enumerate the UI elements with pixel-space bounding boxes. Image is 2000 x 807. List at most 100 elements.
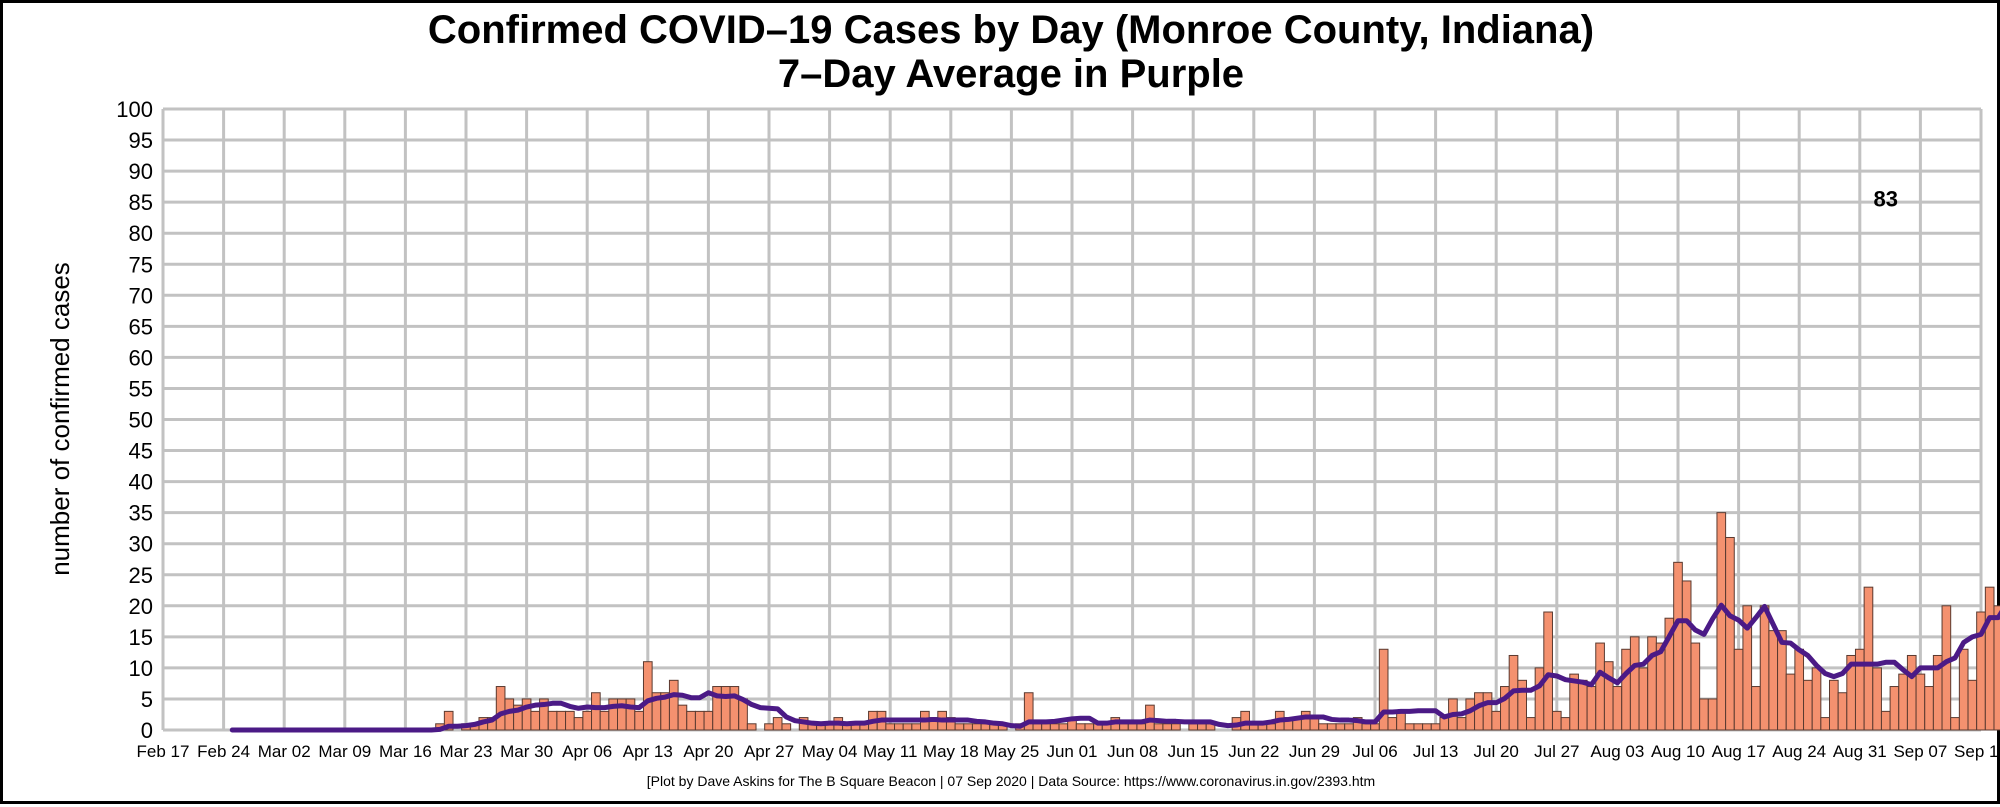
daily-cases-bar xyxy=(1863,586,1874,731)
y-tick-label: 50 xyxy=(129,408,153,433)
daily-cases-bar xyxy=(686,710,696,731)
x-tick-label: Mar 09 xyxy=(318,742,371,761)
daily-cases-bar xyxy=(1119,723,1129,731)
daily-cases-bar xyxy=(1638,667,1649,731)
daily-cases-bar xyxy=(625,698,636,731)
x-tick-label: Aug 31 xyxy=(1833,742,1887,761)
daily-cases-bar xyxy=(772,717,783,731)
daily-cases-bar xyxy=(1725,536,1735,731)
daily-cases-bar xyxy=(1647,636,1657,731)
daily-cases-bar xyxy=(1803,679,1813,731)
daily-cases-bar xyxy=(1751,686,1761,731)
y-tick-label: 65 xyxy=(129,314,153,339)
daily-cases-bar xyxy=(1759,605,1770,731)
y-axis-label: number of confirmed cases xyxy=(45,262,75,576)
daily-cases-bar xyxy=(729,686,740,731)
daily-cases-bar xyxy=(1413,723,1424,731)
daily-cases-bar xyxy=(1344,723,1354,731)
daily-cases-bar xyxy=(1335,723,1346,731)
daily-cases-bar xyxy=(1915,673,1926,731)
bar-series xyxy=(435,512,2000,731)
daily-cases-bar xyxy=(1456,717,1467,731)
daily-cases-bar xyxy=(1517,679,1528,731)
source-caption: [Plot by Dave Askins for The B Square Be… xyxy=(647,773,1375,789)
daily-cases-bar xyxy=(1491,710,1502,731)
daily-cases-bar xyxy=(1777,630,1787,731)
daily-cases-bar xyxy=(521,698,532,731)
daily-cases-bar xyxy=(599,710,610,731)
daily-cases-bar xyxy=(1404,723,1415,731)
x-tick-label: Feb 24 xyxy=(197,742,250,761)
daily-cases-bar xyxy=(668,679,679,731)
daily-cases-bar xyxy=(781,723,792,731)
daily-cases-bar xyxy=(1171,723,1181,731)
daily-cases-bar xyxy=(1837,692,1848,731)
y-tick-label: 40 xyxy=(129,470,153,495)
daily-cases-bar xyxy=(1032,723,1043,731)
daily-cases-bar xyxy=(1595,642,1605,731)
x-tick-label: Jun 29 xyxy=(1289,742,1340,761)
chart-svg: Confirmed COVID–19 Cases by Day (Monroe … xyxy=(45,8,2000,789)
daily-cases-bar xyxy=(1041,723,1051,731)
daily-cases-bar xyxy=(1785,673,1796,731)
daily-cases-bar xyxy=(1924,686,1934,731)
chart-subtitle: 7–Day Average in Purple xyxy=(778,52,1244,96)
y-axis-ticks: 0 5 10 15 20 25 30 35 40 45 50 55 60 65 70 75 80 85 90 95 10… xyxy=(116,97,153,743)
daily-cases-bar xyxy=(1136,723,1147,731)
daily-cases-bar xyxy=(1794,648,1805,731)
daily-cases-bar xyxy=(1318,723,1328,731)
daily-cases-bar xyxy=(1482,692,1493,731)
daily-cases-bar xyxy=(703,710,714,731)
x-tick-label: Mar 02 xyxy=(258,742,311,761)
daily-cases-bar xyxy=(573,717,584,731)
x-tick-label: Sep 07 xyxy=(1893,742,1947,761)
daily-cases-bar xyxy=(634,710,644,731)
x-tick-label: May 25 xyxy=(984,742,1040,761)
daily-cases-bar xyxy=(1742,605,1753,731)
daily-cases-bar xyxy=(1534,667,1545,731)
daily-cases-bar xyxy=(902,723,913,731)
daily-cases-bar xyxy=(1370,723,1380,731)
daily-cases-bar xyxy=(1127,723,1138,731)
x-tick-label: Mar 23 xyxy=(440,742,493,761)
daily-cases-bar xyxy=(1699,698,1709,731)
y-tick-label: 55 xyxy=(129,376,153,401)
daily-cases-bar xyxy=(963,723,973,731)
daily-cases-bar xyxy=(1326,723,1337,731)
daily-cases-bar xyxy=(608,698,618,731)
daily-cases-bar xyxy=(547,710,558,731)
x-tick-label: Jul 27 xyxy=(1534,742,1579,761)
daily-cases-bar xyxy=(1820,717,1831,731)
daily-cases-bar xyxy=(1880,710,1891,731)
daily-cases-bar xyxy=(1422,723,1432,731)
daily-cases-bar xyxy=(1551,710,1562,731)
x-tick-label: Apr 06 xyxy=(562,742,612,761)
daily-cases-bar xyxy=(1361,723,1372,731)
daily-cases-bar xyxy=(565,710,575,731)
daily-cases-bar xyxy=(1733,648,1744,731)
daily-cases-bar xyxy=(1023,692,1034,731)
y-tick-label: 75 xyxy=(129,252,153,277)
daily-cases-bar xyxy=(1707,698,1718,731)
daily-cases-bar xyxy=(1162,723,1173,731)
x-tick-label: Jun 15 xyxy=(1168,742,1219,761)
daily-cases-bar xyxy=(746,723,757,731)
x-tick-label: Jun 08 xyxy=(1107,742,1158,761)
x-tick-label: Jul 13 xyxy=(1413,742,1458,761)
daily-cases-bar xyxy=(1690,642,1701,731)
x-tick-label: Aug 24 xyxy=(1772,742,1826,761)
daily-cases-bar xyxy=(1387,717,1398,731)
daily-cases-bar xyxy=(1560,717,1571,731)
y-tick-label: 100 xyxy=(116,97,153,122)
x-tick-label: Jun 01 xyxy=(1046,742,1097,761)
daily-cases-bar xyxy=(1967,679,1978,731)
daily-cases-bar xyxy=(677,704,688,731)
x-tick-label: Feb 17 xyxy=(137,742,190,761)
daily-cases-bar xyxy=(1197,723,1207,731)
daily-cases-bar xyxy=(1906,654,1917,731)
daily-cases-bar xyxy=(1058,723,1069,731)
daily-cases-bar xyxy=(1629,636,1640,731)
daily-cases-bar xyxy=(694,710,705,731)
x-tick-label: Aug 03 xyxy=(1590,742,1644,761)
